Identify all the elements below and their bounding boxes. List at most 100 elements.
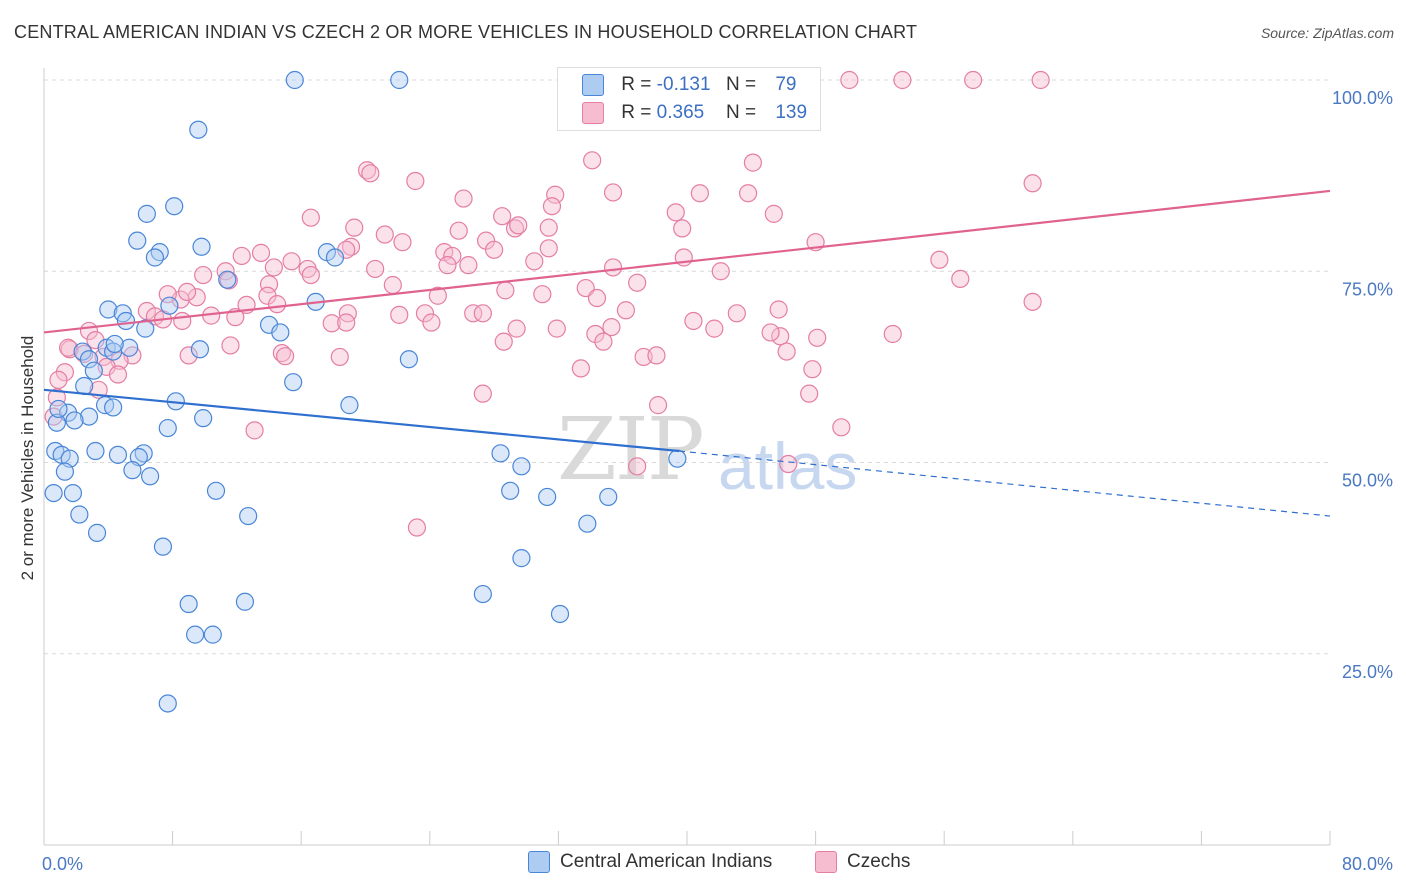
czechs-point xyxy=(951,269,970,288)
czechs-point xyxy=(276,347,295,366)
czechs-point xyxy=(422,313,441,332)
central-american-indians-point xyxy=(79,407,99,426)
central-american-indians-point xyxy=(75,376,94,396)
czechs-point xyxy=(840,70,859,90)
czechs-point xyxy=(539,239,558,258)
czechs-points xyxy=(44,70,1050,537)
central-american-indians-point xyxy=(47,413,66,432)
czechs-point xyxy=(337,313,356,332)
czechs-point xyxy=(390,305,409,324)
czechs-point xyxy=(769,300,788,319)
czechs-point xyxy=(711,262,730,281)
legend-row-czechs: R = 0.365 N = 139 xyxy=(582,102,807,126)
czechs-point xyxy=(628,273,647,292)
czechs-point xyxy=(883,324,902,344)
n-value: 139 xyxy=(775,102,808,124)
legend-czechs: Czechs xyxy=(815,851,910,877)
czechs-point xyxy=(690,184,709,203)
chart-title: CENTRAL AMERICAN INDIAN VS CZECH 2 OR MO… xyxy=(14,22,918,42)
czechs-point xyxy=(219,271,238,290)
czechs-point xyxy=(330,347,349,367)
central-american-indians-point xyxy=(550,604,570,624)
czechs-point xyxy=(406,171,425,191)
central-american-indians-point xyxy=(158,694,177,713)
czechs-point xyxy=(808,328,827,347)
r-value: 0.365 xyxy=(656,102,705,124)
czechs-point xyxy=(602,317,621,337)
czechs-point xyxy=(738,184,758,203)
legend-label: Central American Indians xyxy=(560,851,773,873)
legend-row-central-american-indians: R = -0.131 N = 79 xyxy=(582,74,796,98)
axes xyxy=(43,68,1331,846)
czechs-trend-line xyxy=(43,189,1331,334)
czechs-point xyxy=(375,225,394,244)
central-american-indians-point xyxy=(186,625,205,644)
pink-swatch xyxy=(582,102,604,124)
czechs-point xyxy=(454,189,473,208)
czechs-point xyxy=(705,319,724,338)
czechs-point xyxy=(438,256,457,275)
central-american-indians-point xyxy=(55,462,74,481)
czechs-point xyxy=(587,288,607,308)
central-american-indians-point xyxy=(49,399,68,419)
central-american-indians-point xyxy=(165,197,184,216)
czechs-point xyxy=(930,250,949,269)
czechs-point xyxy=(485,240,504,259)
correlation-legend: R = -0.131 N = 79 R = 0.365 N = 139 xyxy=(557,67,821,131)
central-american-indians-point xyxy=(120,338,139,357)
legend-central-american-indians: Central American Indians xyxy=(528,851,772,877)
blue-swatch xyxy=(582,74,604,96)
czechs-point xyxy=(509,216,528,235)
central-american-indians-point xyxy=(99,300,118,319)
central-american-indians-point xyxy=(145,248,165,267)
czechs-point xyxy=(684,311,703,331)
czechs-point xyxy=(232,246,251,266)
central-american-indians-point xyxy=(512,457,531,476)
czechs-point xyxy=(415,304,435,323)
central-american-indians-points xyxy=(44,70,687,713)
central-american-indians-point xyxy=(116,311,136,331)
czechs-point xyxy=(1023,174,1042,193)
czechs-point xyxy=(603,258,623,277)
blue-swatch xyxy=(528,851,550,873)
czechs-point xyxy=(301,208,320,227)
central-american-indians-point xyxy=(501,481,520,500)
czechs-point xyxy=(158,285,177,304)
czechs-point xyxy=(221,336,240,355)
czechs-point xyxy=(264,258,283,277)
czechs-point xyxy=(616,301,636,320)
czechs-point xyxy=(764,204,783,223)
czechs-point xyxy=(546,185,565,204)
central-american-indians-point xyxy=(158,418,177,438)
central-american-indians-trend-line xyxy=(43,388,680,453)
czechs-point xyxy=(542,197,562,216)
trend-lines xyxy=(43,189,1331,517)
czechs-point xyxy=(322,314,341,333)
central-american-indians-point xyxy=(194,409,213,428)
central-american-indians-point xyxy=(136,319,155,338)
x-tick-label: 80.0% xyxy=(1342,854,1393,874)
central-american-indians-point xyxy=(104,398,123,417)
central-american-indians-point xyxy=(123,461,142,480)
r-value: -0.131 xyxy=(656,74,711,96)
pink-swatch xyxy=(815,851,837,873)
czechs-point xyxy=(496,281,515,300)
czechs-point xyxy=(341,237,361,256)
czechs-point xyxy=(345,218,364,237)
czechs-point xyxy=(1023,292,1042,311)
central-american-indians-point xyxy=(340,396,359,415)
czechs-point xyxy=(539,218,558,237)
czechs-point xyxy=(47,388,66,407)
czechs-point xyxy=(473,384,492,403)
y-axis-label: 2 or more Vehicles in Household xyxy=(18,336,37,581)
czechs-point xyxy=(267,295,287,314)
central-american-indians-point xyxy=(44,484,63,503)
central-american-indians-point xyxy=(137,204,156,223)
central-american-indians-point xyxy=(239,506,258,526)
czechs-point xyxy=(603,183,623,202)
czechs-point xyxy=(187,288,206,307)
n-label: N = xyxy=(725,74,757,96)
central-american-indians-point xyxy=(668,449,687,468)
czechs-point xyxy=(272,344,292,363)
czechs-point xyxy=(1031,70,1050,90)
